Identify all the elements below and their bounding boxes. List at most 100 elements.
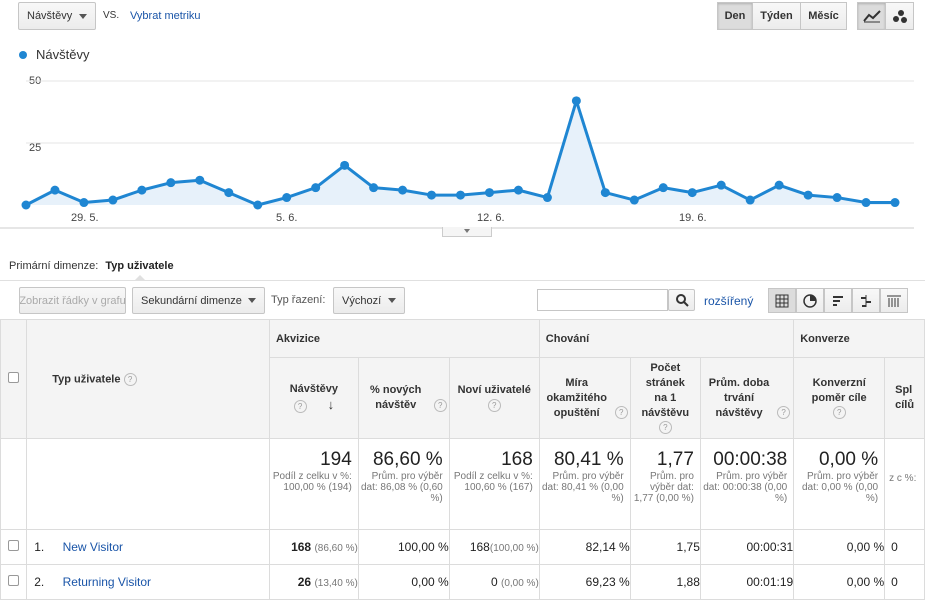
data-point[interactable] (803, 190, 813, 200)
totals-row: 194 Podíl z celku v %: 100,00 % (194) 86… (0, 438, 925, 530)
bubble-chart-icon (892, 10, 907, 23)
column-header-goal-conversion[interactable]: Konverzní poměr cíle ? (793, 357, 886, 439)
chevron-down-icon (79, 13, 87, 19)
period-day-button[interactable]: Den (717, 2, 753, 30)
data-point[interactable] (398, 185, 408, 195)
data-point[interactable] (745, 195, 755, 205)
data-point[interactable] (340, 160, 350, 170)
data-point[interactable] (21, 200, 31, 210)
data-point[interactable] (832, 193, 842, 203)
row-dimension-link[interactable]: Returning Visitor (62, 575, 152, 589)
help-icon[interactable]: ? (123, 372, 137, 386)
data-point[interactable] (369, 183, 379, 193)
line-chart-button[interactable] (857, 2, 886, 30)
column-header-new-visits-pct[interactable]: % nových návštěv ? (357, 357, 450, 439)
data-point[interactable] (79, 198, 89, 208)
column-header-pages-per-visit[interactable]: Počet stránek na 1 návštěvu ? (629, 357, 701, 439)
column-header-new-users[interactable]: Noví uživatelé ? (448, 357, 540, 439)
grid-icon (775, 294, 789, 307)
select-all-cell (0, 319, 28, 439)
data-point[interactable] (484, 188, 494, 198)
group-header-behavior: Chování (538, 319, 795, 358)
data-point[interactable] (50, 185, 60, 195)
data-point[interactable] (195, 175, 205, 185)
comparison-icon (861, 294, 871, 307)
table-search-input[interactable] (537, 289, 668, 311)
data-point[interactable] (282, 193, 292, 203)
search-button[interactable] (668, 289, 695, 311)
data-point[interactable] (890, 198, 900, 208)
choose-metric-link[interactable]: Vybrat metriku (130, 10, 201, 22)
column-header-avg-duration[interactable]: Prům. doba trvání návštěvy ? (699, 357, 795, 439)
table-view-button[interactable] (768, 288, 796, 313)
data-point[interactable] (513, 185, 523, 195)
metric-select[interactable]: Návštěvy (18, 2, 96, 30)
primary-dimension-label: Primární dimenze: (9, 260, 99, 272)
data-point[interactable] (137, 185, 147, 195)
row-goal-completions: 0 (884, 564, 925, 600)
help-icon[interactable]: ? (832, 406, 846, 420)
data-point[interactable] (571, 96, 581, 106)
row-checkbox[interactable] (8, 540, 20, 551)
row-checkbox-cell (0, 529, 28, 565)
row-dimension-cell: 1. New Visitor (26, 529, 270, 565)
motion-chart-button[interactable] (885, 2, 914, 30)
data-table: Typ uživatele ? Akvizice Chování Konverz… (0, 319, 925, 600)
sort-label: Typ řazení: (271, 294, 326, 306)
row-percent: (100,00 %) (489, 543, 539, 554)
table-row[interactable]: 1. New Visitor 168 (86,60 %) 100,00 % 16… (0, 529, 925, 565)
data-point[interactable] (311, 183, 321, 193)
advanced-filter-link[interactable]: rozšířený (704, 294, 754, 308)
data-point[interactable] (166, 178, 176, 188)
plot-rows-button[interactable]: Zobrazit řádky v grafu (19, 287, 126, 314)
x-tick-label: 29. 5. (71, 212, 99, 224)
data-point[interactable] (600, 188, 610, 198)
tab-pointer (134, 275, 146, 281)
data-point[interactable] (108, 195, 118, 205)
data-point[interactable] (658, 183, 668, 193)
data-point[interactable] (456, 190, 465, 200)
sort-descending-icon: ↓ (327, 397, 335, 412)
period-week-button[interactable]: Týden (752, 2, 801, 30)
row-dimension-link[interactable]: New Visitor (62, 540, 124, 554)
chart-resize-handle[interactable] (442, 227, 492, 237)
column-label: Míra okamžitého opuštění (546, 376, 607, 419)
data-point[interactable] (687, 188, 697, 198)
row-bounce-rate: 69,23 % (538, 564, 631, 600)
data-point[interactable] (774, 180, 784, 190)
chevron-down-icon (464, 229, 470, 233)
column-header-bounce-rate[interactable]: Míra okamžitého opuštění ? (538, 357, 631, 439)
pivot-view-button[interactable] (880, 288, 908, 313)
row-new-users: 168(100,00 %) (448, 529, 540, 565)
comparison-view-button[interactable] (852, 288, 880, 313)
help-icon[interactable]: ? (777, 406, 791, 420)
data-point[interactable] (224, 188, 234, 198)
row-new-users: 0 (0,00 %) (448, 564, 540, 600)
data-point[interactable] (629, 195, 639, 205)
help-icon[interactable]: ? (487, 398, 501, 412)
sort-select[interactable]: Výchozí (333, 287, 405, 314)
data-point[interactable] (716, 180, 726, 190)
data-point[interactable] (253, 200, 263, 210)
help-icon[interactable]: ? (293, 399, 307, 413)
total-value: 00:00:38 (713, 449, 788, 470)
pie-view-button[interactable] (796, 288, 824, 313)
help-icon[interactable]: ? (614, 406, 628, 420)
column-header-visits[interactable]: Návštěvy ? ↓ (268, 357, 359, 439)
select-all-checkbox[interactable] (8, 372, 20, 383)
data-point[interactable] (427, 190, 437, 200)
total-subtext: Podíl z celku v %: 100,60 % (167) (453, 471, 533, 493)
data-point[interactable] (542, 193, 552, 203)
table-row[interactable]: 2. Returning Visitor 26 (13,40 %) 0,00 %… (0, 564, 925, 600)
column-label: Prům. doba trvání návštěvy (708, 376, 770, 419)
help-icon[interactable]: ? (658, 421, 672, 435)
help-icon[interactable]: ? (433, 398, 447, 412)
performance-view-button[interactable] (824, 288, 852, 313)
secondary-dimension-select[interactable]: Sekundární dimenze (132, 287, 265, 314)
dimension-header[interactable]: Typ uživatele ? (26, 319, 270, 439)
row-checkbox[interactable] (8, 575, 20, 586)
line-chart-icon (862, 10, 881, 23)
data-point[interactable] (861, 198, 871, 208)
period-month-button[interactable]: Měsíc (800, 2, 847, 30)
column-header-goal-completions[interactable]: Spl cílů (884, 357, 925, 439)
